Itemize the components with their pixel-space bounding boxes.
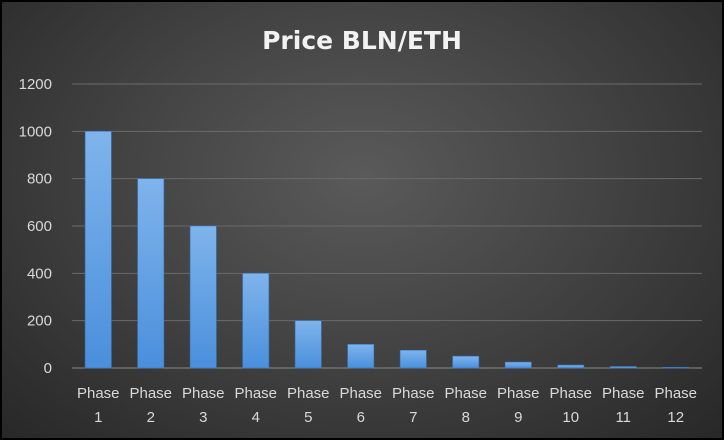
y-tick-label: 600 bbox=[27, 218, 52, 235]
x-tick-label: Phase bbox=[444, 385, 487, 402]
x-tick-label: Phase bbox=[287, 385, 330, 402]
x-tick-label: Phase bbox=[129, 385, 172, 402]
x-tick-label: Phase bbox=[182, 385, 225, 402]
x-tick-label: 10 bbox=[562, 409, 579, 426]
bar-11 bbox=[609, 366, 637, 369]
x-tick-label: 8 bbox=[462, 409, 470, 426]
bar-1 bbox=[84, 131, 112, 369]
x-tick-label: 12 bbox=[667, 409, 684, 426]
y-tick-label: 200 bbox=[27, 313, 52, 330]
bar-5 bbox=[294, 320, 322, 369]
bar-8 bbox=[452, 355, 480, 369]
bar-7 bbox=[399, 349, 427, 369]
bar-3 bbox=[189, 225, 217, 369]
y-axis-tick-labels: 0 200 400 600 800 1000 1200 bbox=[19, 76, 52, 377]
x-tick-label: 7 bbox=[409, 409, 417, 426]
x-tick-label: Phase bbox=[234, 385, 277, 402]
bar-2 bbox=[137, 178, 165, 369]
x-tick-label: Phase bbox=[339, 385, 382, 402]
bar-6 bbox=[347, 344, 375, 369]
x-tick-label: 2 bbox=[147, 409, 155, 426]
bars bbox=[84, 131, 690, 369]
x-tick-label: Phase bbox=[654, 385, 697, 402]
x-tick-label: 9 bbox=[514, 409, 522, 426]
x-tick-label: 5 bbox=[304, 409, 312, 426]
x-tick-label: Phase bbox=[497, 385, 540, 402]
x-tick-label: 6 bbox=[357, 409, 365, 426]
bar-12 bbox=[662, 366, 690, 369]
x-tick-label: 3 bbox=[199, 409, 207, 426]
y-tick-label: 800 bbox=[27, 171, 52, 188]
x-tick-label: Phase bbox=[392, 385, 435, 402]
x-axis-tick-labels: Phase 1 Phase 2 Phase 3 Phase 4 Phase 5 Phase 6 Phas… bbox=[77, 385, 697, 426]
gridlines bbox=[72, 83, 702, 369]
x-tick-label: Phase bbox=[602, 385, 645, 402]
bar-9 bbox=[504, 361, 532, 369]
bar-10 bbox=[557, 364, 585, 369]
x-tick-label: 11 bbox=[615, 409, 631, 426]
x-tick-label: 1 bbox=[94, 409, 102, 426]
y-tick-label: 0 bbox=[44, 360, 52, 377]
y-tick-label: 1000 bbox=[19, 123, 52, 140]
chart-title: Price BLN/ETH bbox=[262, 26, 462, 55]
x-tick-label: Phase bbox=[549, 385, 592, 402]
y-tick-label: 1200 bbox=[19, 76, 52, 93]
bar-4 bbox=[242, 273, 270, 369]
y-tick-label: 400 bbox=[27, 265, 52, 282]
x-tick-label: Phase bbox=[77, 385, 120, 402]
x-tick-label: 4 bbox=[252, 409, 260, 426]
